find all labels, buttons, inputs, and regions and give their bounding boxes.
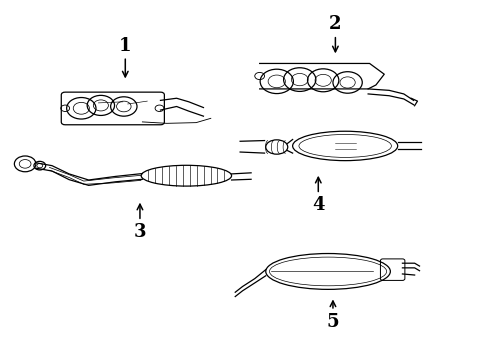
Text: 3: 3	[134, 223, 146, 241]
Text: 1: 1	[119, 36, 131, 54]
Text: 5: 5	[327, 312, 339, 330]
Text: 2: 2	[329, 15, 342, 33]
Text: 4: 4	[312, 196, 324, 214]
